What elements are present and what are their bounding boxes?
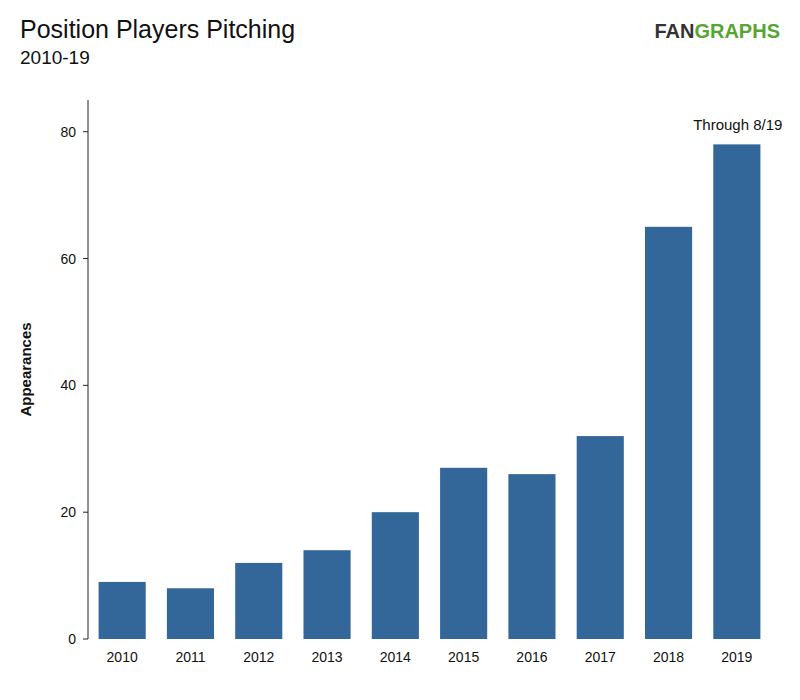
title: Position Players Pitching (20, 15, 295, 43)
chart: Position Players Pitching 2010-19 FANGRAPH… (0, 0, 800, 700)
bar (372, 512, 419, 639)
x-tick-label: 2018 (653, 649, 684, 665)
y-tick-label: 20 (60, 504, 76, 520)
x-tick-label: 2012 (243, 649, 274, 665)
logo-part: GRAPHS (694, 20, 780, 42)
annotation: Through 8/19 (693, 116, 782, 133)
bar (713, 144, 760, 639)
y-tick (83, 385, 88, 386)
bar (508, 474, 555, 639)
bar (645, 227, 692, 639)
y-tick-label: 0 (68, 631, 76, 647)
y-axis-label: Appearances (17, 322, 34, 416)
bar (440, 468, 487, 639)
y-tick (83, 258, 88, 259)
x-tick-label: 2013 (311, 649, 342, 665)
logo-part: FAN (654, 20, 694, 42)
subtitle: 2010-19 (20, 47, 90, 68)
bar (577, 436, 624, 639)
x-tick-label: 2014 (380, 649, 411, 665)
y-axis (88, 100, 89, 639)
y-tick-label: 80 (60, 124, 76, 140)
x-tick-label: 2015 (448, 649, 479, 665)
y-tick (83, 512, 88, 513)
y-tick (83, 639, 88, 640)
logo: FANGRAPHS (654, 20, 780, 42)
y-tick (83, 131, 88, 132)
x-tick-label: 2017 (585, 649, 616, 665)
bar (167, 588, 214, 639)
x-tick-label: 2010 (107, 649, 138, 665)
bar (99, 582, 146, 639)
y-tick-label: 40 (60, 377, 76, 393)
y-tick-label: 60 (60, 251, 76, 267)
x-tick-label: 2016 (516, 649, 547, 665)
bar (235, 563, 282, 639)
x-tick-label: 2019 (721, 649, 752, 665)
bar (303, 550, 350, 639)
bars (99, 144, 761, 639)
x-tick-label: 2011 (175, 649, 205, 665)
